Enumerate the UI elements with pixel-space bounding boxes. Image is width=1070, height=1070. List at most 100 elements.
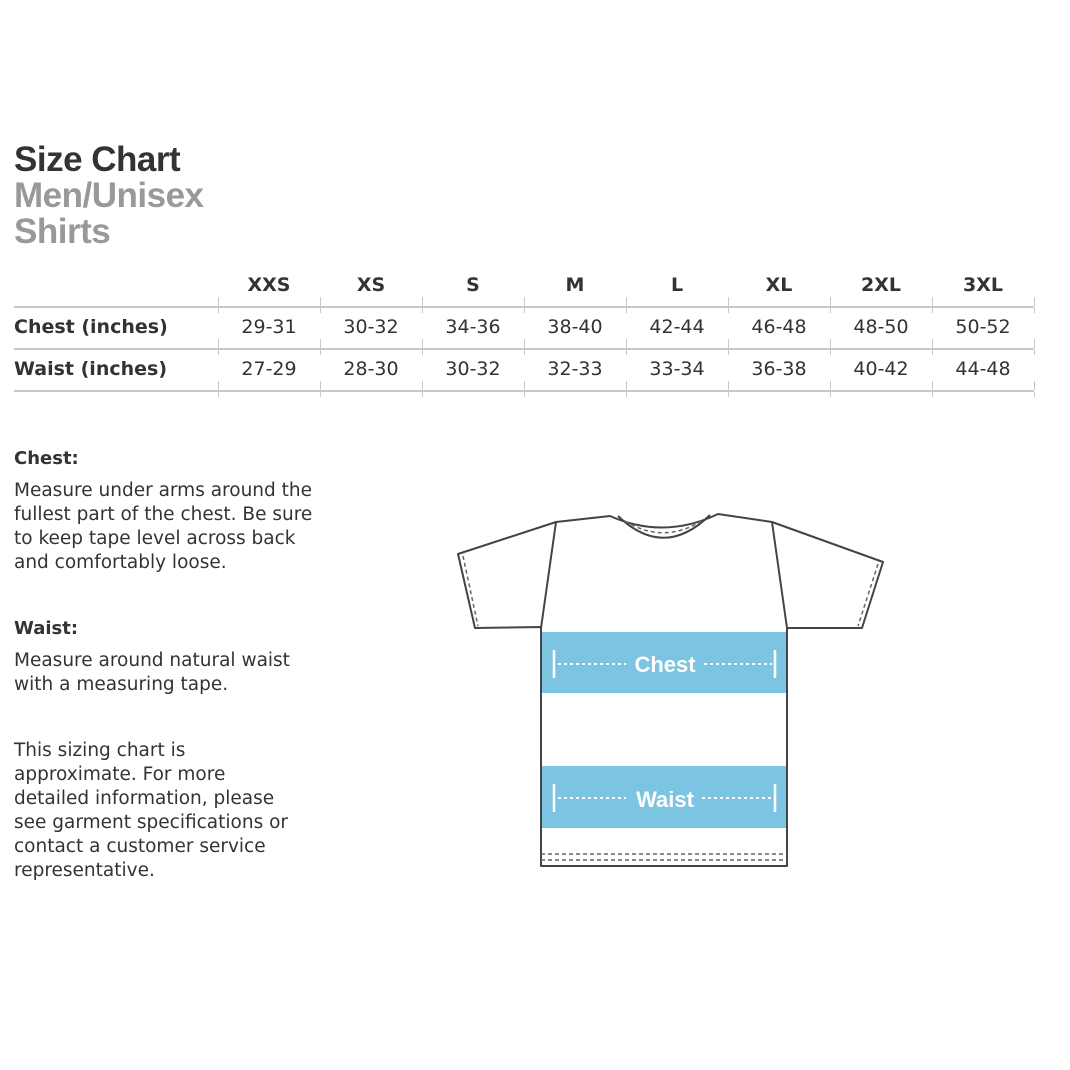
- column-tick: [830, 350, 831, 355]
- size-header: S: [466, 274, 480, 296]
- waist-label: Waist: [636, 787, 695, 812]
- column-tick: [1034, 350, 1035, 355]
- column-tick: [830, 297, 831, 306]
- waist-heading: Waist:: [14, 618, 79, 639]
- column-tick: [932, 297, 933, 306]
- table-cell: 36-38: [751, 358, 807, 380]
- column-tick: [626, 339, 627, 348]
- table-cell: 46-48: [751, 316, 807, 338]
- column-tick: [1034, 339, 1035, 348]
- table-cell: 32-33: [547, 358, 603, 380]
- text-line: fullest part of the chest. Be sure: [14, 504, 313, 525]
- text-line: detailed information, please: [14, 788, 275, 809]
- column-tick: [422, 339, 423, 348]
- text-line: and comfortably loose.: [14, 552, 227, 573]
- column-tick: [422, 350, 423, 355]
- row-divider: [14, 390, 1034, 392]
- table-cell: 28-30: [343, 358, 399, 380]
- column-tick: [626, 297, 627, 306]
- chest-label: Chest: [634, 652, 696, 677]
- table-cell: 44-48: [955, 358, 1011, 380]
- text-line: Measure around natural waist: [14, 650, 290, 671]
- table-cell: 29-31: [241, 316, 297, 338]
- text-line: This sizing chart is: [14, 740, 186, 761]
- column-tick: [218, 392, 219, 397]
- chest-instructions: Measure under arms around the fullest par…: [14, 479, 354, 575]
- column-tick: [830, 339, 831, 348]
- column-tick: [1034, 308, 1035, 313]
- column-tick: [422, 381, 423, 390]
- size-header: XXS: [247, 274, 291, 296]
- table-cell: 42-44: [649, 316, 705, 338]
- chest-heading: Chest:: [14, 448, 79, 469]
- text-line: Measure under arms around the: [14, 480, 313, 501]
- column-tick: [728, 308, 729, 313]
- table-cell: 50-52: [955, 316, 1011, 338]
- column-tick: [728, 350, 729, 355]
- column-tick: [626, 381, 627, 390]
- column-tick: [524, 308, 525, 313]
- text-line: to keep tape level across back: [14, 528, 296, 549]
- size-header: 2XL: [861, 274, 901, 296]
- size-header: 3XL: [963, 274, 1003, 296]
- text-line: see garment specifications or: [14, 812, 289, 833]
- table-cell: 48-50: [853, 316, 909, 338]
- column-tick: [524, 297, 525, 306]
- text-line: approximate. For more: [14, 764, 226, 785]
- column-tick: [932, 350, 933, 355]
- column-tick: [320, 381, 321, 390]
- text-line: representative.: [14, 860, 155, 881]
- column-tick: [422, 308, 423, 313]
- column-tick: [1034, 297, 1035, 306]
- page-subtitle-2: Shirts: [14, 212, 111, 251]
- column-tick: [320, 350, 321, 355]
- page-title: Size Chart: [14, 140, 181, 179]
- column-tick: [626, 350, 627, 355]
- column-tick: [524, 392, 525, 397]
- column-tick: [932, 339, 933, 348]
- column-tick: [830, 308, 831, 313]
- column-tick: [218, 297, 219, 306]
- column-tick: [728, 297, 729, 306]
- table-cell: 33-34: [649, 358, 705, 380]
- row-label: Waist (inches): [14, 358, 168, 380]
- table-cell: 30-32: [343, 316, 399, 338]
- text-line: contact a customer service: [14, 836, 266, 857]
- column-tick: [524, 339, 525, 348]
- table-cell: 40-42: [853, 358, 909, 380]
- column-tick: [422, 297, 423, 306]
- column-tick: [626, 308, 627, 313]
- row-label: Chest (inches): [14, 316, 168, 338]
- column-tick: [728, 392, 729, 397]
- column-tick: [218, 350, 219, 355]
- column-tick: [830, 392, 831, 397]
- collar: [617, 514, 711, 539]
- column-tick: [932, 392, 933, 397]
- column-tick: [728, 381, 729, 390]
- table-cell: 30-32: [445, 358, 501, 380]
- table-cell: 34-36: [445, 316, 501, 338]
- column-tick: [218, 308, 219, 313]
- column-tick: [932, 308, 933, 313]
- column-tick: [626, 392, 627, 397]
- row-divider: [14, 348, 1034, 350]
- column-tick: [1034, 381, 1035, 390]
- column-tick: [422, 392, 423, 397]
- column-tick: [524, 350, 525, 355]
- column-tick: [320, 339, 321, 348]
- sizing-note: This sizing chart is approximate. For mor…: [14, 739, 354, 883]
- size-header: L: [670, 274, 684, 296]
- column-tick: [320, 392, 321, 397]
- row-divider: [14, 306, 1034, 308]
- table-cell: 27-29: [241, 358, 297, 380]
- waist-instructions: Measure around natural waist with a measu…: [14, 649, 354, 697]
- column-tick: [320, 308, 321, 313]
- column-tick: [218, 339, 219, 348]
- column-tick: [218, 381, 219, 390]
- column-tick: [320, 297, 321, 306]
- size-header: M: [565, 274, 585, 296]
- page-subtitle: Men/Unisex: [14, 176, 204, 215]
- table-cell: 38-40: [547, 316, 603, 338]
- column-tick: [524, 381, 525, 390]
